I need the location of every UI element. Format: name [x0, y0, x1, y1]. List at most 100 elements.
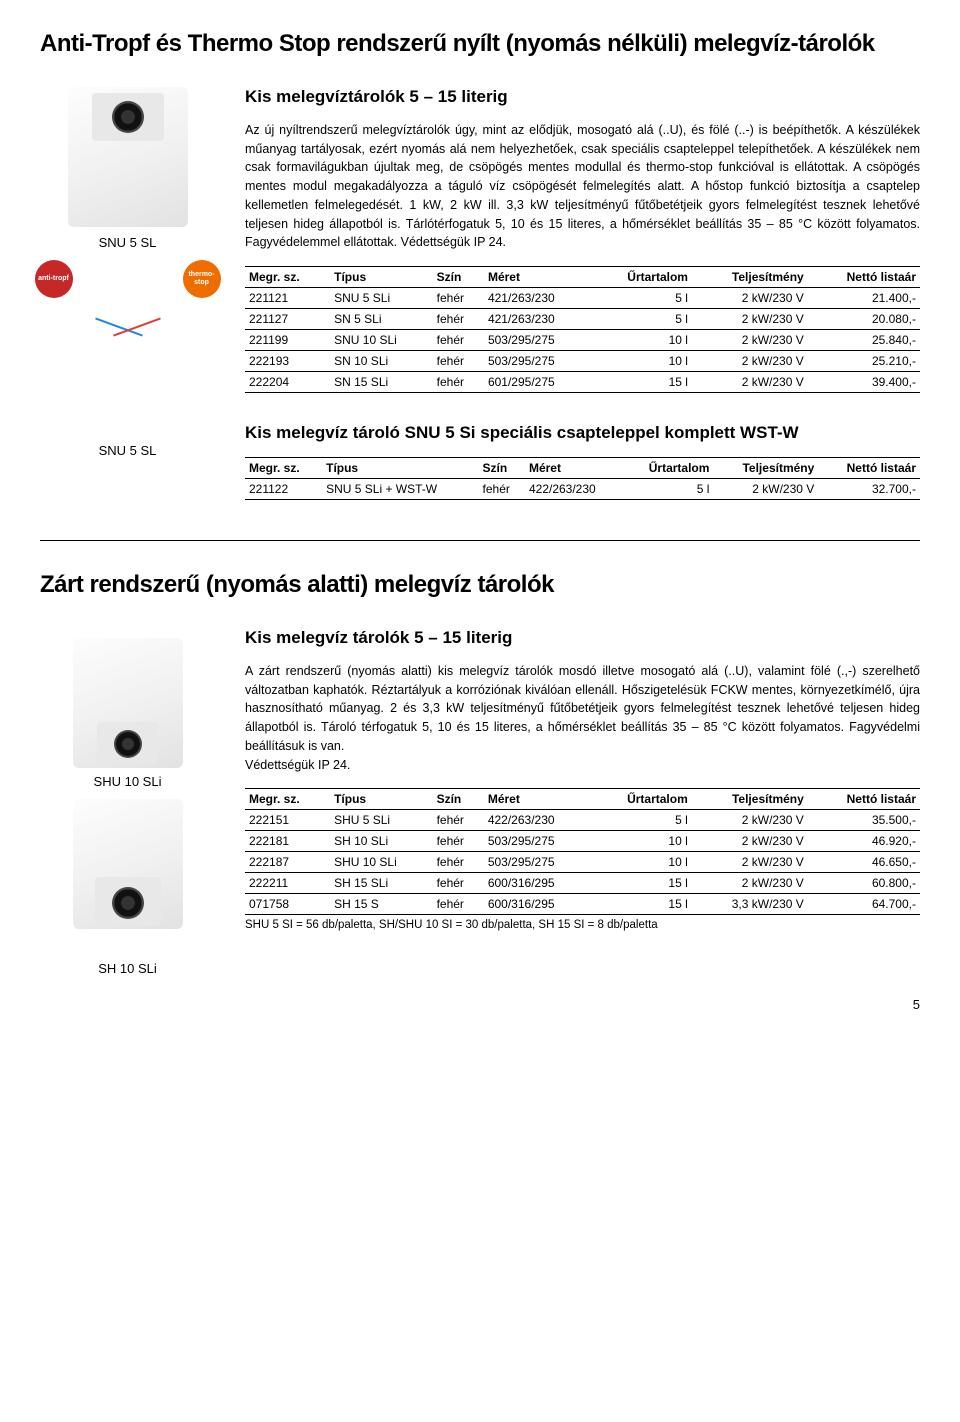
table-header: Szín [433, 267, 484, 288]
table-row: 222193SN 10 SLifehér503/295/27510 l2 kW/… [245, 351, 920, 372]
table-cell: 2 kW/230 V [692, 852, 808, 873]
table-cell: 15 l [592, 873, 692, 894]
table-cell: fehér [433, 309, 484, 330]
caption-shu10sli: SHU 10 SLi [40, 774, 215, 789]
table-header: Nettó listaár [808, 789, 920, 810]
table-cell: 10 l [592, 351, 692, 372]
product-image-shu10sli [73, 638, 183, 768]
table-row: 221122SNU 5 SLi + WST-Wfehér422/263/2305… [245, 479, 920, 500]
table-header: Típus [330, 267, 433, 288]
table-cell: 503/295/275 [484, 831, 592, 852]
table-row: 222204SN 15 SLifehér601/295/27515 l2 kW/… [245, 372, 920, 393]
table-cell: 15 l [592, 894, 692, 915]
table-header: Nettó listaár [818, 458, 920, 479]
table-header: Megr. sz. [245, 267, 330, 288]
caption-sh10sli: SH 10 SLi [40, 961, 215, 976]
main-title: Anti-Tropf és Thermo Stop rendszerű nyíl… [40, 30, 920, 59]
table-cell: 35.500,- [808, 810, 920, 831]
product-table-s1b: Megr. sz.TípusSzínMéretŰrtartalomTeljesí… [245, 457, 920, 500]
table-cell: 222187 [245, 852, 330, 873]
table-cell: 2 kW/230 V [713, 479, 818, 500]
product-image-sh10sli [73, 799, 183, 929]
table-cell: 2 kW/230 V [692, 351, 808, 372]
section-zart: SHU 10 SLi Kis melegvíz tárolók 5 – 15 l… [40, 628, 920, 935]
table-cell: SHU 10 SLi [330, 852, 433, 873]
table-cell: SN 15 SLi [330, 372, 433, 393]
table-cell: 25.210,- [808, 351, 920, 372]
table-cell: 221127 [245, 309, 330, 330]
product-image-snu5sl [68, 87, 188, 227]
right-column-s1b: Kis melegvíz tároló SNU 5 Si speciális c… [245, 423, 920, 500]
table-row: 222181SH 10 SLifehér503/295/27510 l2 kW/… [245, 831, 920, 852]
page-number: 5 [913, 997, 920, 1012]
table-cell: 5 l [592, 810, 692, 831]
table-cell: 20.080,- [808, 309, 920, 330]
body-text-s1: Az új nyíltrendszerű melegvíztárolók úgy… [245, 121, 920, 252]
table-header: Szín [479, 458, 525, 479]
table-cell: 503/295/275 [484, 351, 592, 372]
table-cell: 32.700,- [818, 479, 920, 500]
table-cell: 222181 [245, 831, 330, 852]
table-row: 221199SNU 10 SLifehér503/295/27510 l2 kW… [245, 330, 920, 351]
table-cell: 21.400,- [808, 288, 920, 309]
table-cell: 2 kW/230 V [692, 372, 808, 393]
table-cell: 601/295/275 [484, 372, 592, 393]
table-row: 221121SNU 5 SLifehér421/263/2305 l2 kW/2… [245, 288, 920, 309]
table-cell: fehér [479, 479, 525, 500]
table-cell: 46.920,- [808, 831, 920, 852]
left-column-s1b: SNU 5 SL [40, 423, 215, 500]
table-cell: 25.840,- [808, 330, 920, 351]
table-cell: 2 kW/230 V [692, 831, 808, 852]
table-cell: 222211 [245, 873, 330, 894]
body-text-s2: A zárt rendszerű (nyomás alatti) kis mel… [245, 662, 920, 775]
table-cell: SN 10 SLi [330, 351, 433, 372]
table-cell: 2 kW/230 V [692, 873, 808, 894]
thermo-stop-badge: thermo-stop [183, 260, 221, 298]
table-header: Nettó listaár [808, 267, 920, 288]
table-cell: 5 l [592, 288, 692, 309]
table-cell: 503/295/275 [484, 330, 592, 351]
table-cell: 5 l [592, 309, 692, 330]
table-cell: SH 15 S [330, 894, 433, 915]
table-cell: fehér [433, 852, 484, 873]
table-cell: 422/263/230 [484, 810, 592, 831]
faucet-diagram: anti-tropf thermo-stop [43, 268, 213, 358]
table-cell: 071758 [245, 894, 330, 915]
anti-tropf-badge: anti-tropf [35, 260, 73, 298]
table-cell: SNU 5 SLi + WST-W [322, 479, 478, 500]
section-separator [40, 540, 920, 541]
left-column-s1: SNU 5 SL anti-tropf thermo-stop [40, 87, 215, 393]
table-cell: SNU 10 SLi [330, 330, 433, 351]
table-cell: 2 kW/230 V [692, 810, 808, 831]
section2-title: Zárt rendszerű (nyomás alatti) melegvíz … [40, 571, 920, 600]
table-cell: 221121 [245, 288, 330, 309]
table-cell: 46.650,- [808, 852, 920, 873]
table-cell: 10 l [592, 852, 692, 873]
table-cell: 222193 [245, 351, 330, 372]
left-column-s2: SHU 10 SLi [40, 628, 215, 935]
table-header: Megr. sz. [245, 789, 330, 810]
table-cell: 64.700,- [808, 894, 920, 915]
table-cell: 2 kW/230 V [692, 330, 808, 351]
table-header: Űrtartalom [623, 458, 713, 479]
table-cell: 39.400,- [808, 372, 920, 393]
caption-snu5sl-2: SNU 5 SL [40, 443, 215, 458]
table-header: Méret [484, 267, 592, 288]
table-cell: fehér [433, 810, 484, 831]
table-header: Űrtartalom [592, 789, 692, 810]
table-cell: fehér [433, 288, 484, 309]
table-header: Méret [525, 458, 623, 479]
table-cell: 422/263/230 [525, 479, 623, 500]
table-cell: fehér [433, 330, 484, 351]
table-cell: SN 5 SLi [330, 309, 433, 330]
right-column-s1: Kis melegvíztárolók 5 – 15 literig Az új… [245, 87, 920, 393]
table-cell: 221199 [245, 330, 330, 351]
table-cell: 503/295/275 [484, 852, 592, 873]
table-cell: SH 10 SLi [330, 831, 433, 852]
table-row: 221127SN 5 SLifehér421/263/2305 l2 kW/23… [245, 309, 920, 330]
table-cell: 60.800,- [808, 873, 920, 894]
table-cell: fehér [433, 351, 484, 372]
section-wst-w: SNU 5 SL Kis melegvíz tároló SNU 5 Si sp… [40, 423, 920, 500]
table-row: 222187SHU 10 SLifehér503/295/27510 l2 kW… [245, 852, 920, 873]
table-cell: fehér [433, 831, 484, 852]
